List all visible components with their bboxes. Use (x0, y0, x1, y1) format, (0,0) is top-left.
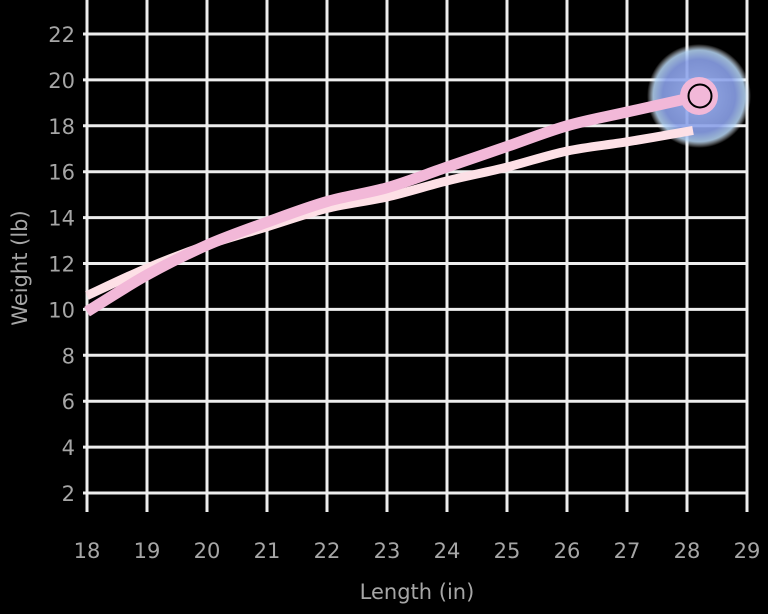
y-tick-label: 8 (62, 344, 75, 368)
y-tick-label: 10 (48, 298, 75, 322)
y-tick-label: 16 (48, 161, 75, 185)
x-axis-label: Length (in) (360, 580, 475, 604)
y-tick-label: 6 (62, 390, 75, 414)
highlight-point-inner-ring (687, 83, 713, 109)
x-tick-label: 20 (194, 539, 221, 563)
y-tick-label: 14 (48, 207, 75, 231)
y-tick-label: 12 (48, 253, 75, 277)
series-line-curve-dark (84, 90, 701, 317)
y-axis-ticks: 2 4 6 8 10 12 14 16 18 20 22 (48, 23, 75, 506)
y-tick-label: 20 (48, 69, 75, 93)
x-tick-label: 21 (254, 539, 281, 563)
series-line-curve-light (85, 125, 694, 300)
y-tick-label: 18 (48, 115, 75, 139)
x-tick-label: 19 (134, 539, 161, 563)
x-tick-label: 28 (674, 539, 701, 563)
x-tick-label: 25 (494, 539, 521, 563)
x-tick-label: 26 (554, 539, 581, 563)
x-axis-ticks: 18 19 20 21 22 23 24 25 26 27 28 29 (74, 539, 761, 563)
x-tick-label: 23 (374, 539, 401, 563)
x-tick-label: 22 (314, 539, 341, 563)
highlight-markers (680, 76, 718, 115)
x-tick-label: 24 (434, 539, 461, 563)
x-tick-label: 27 (614, 539, 641, 563)
y-tick-label: 2 (62, 482, 75, 506)
y-axis-label: Weight (lb) (8, 210, 32, 325)
x-tick-label: 18 (74, 539, 101, 563)
y-tick-label: 4 (62, 436, 75, 460)
y-tick-label: 22 (48, 23, 75, 47)
x-tick-label: 29 (734, 539, 761, 563)
data-series (84, 43, 751, 317)
